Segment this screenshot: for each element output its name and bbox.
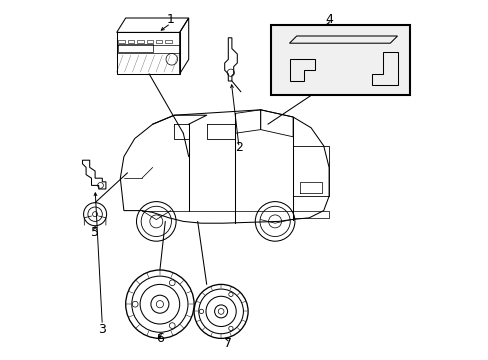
Bar bbox=[156, 40, 162, 43]
Circle shape bbox=[132, 301, 138, 307]
Circle shape bbox=[169, 323, 175, 328]
Text: 7: 7 bbox=[224, 337, 232, 350]
Circle shape bbox=[228, 292, 233, 297]
Bar bbox=[137, 40, 143, 43]
Circle shape bbox=[199, 309, 203, 314]
Circle shape bbox=[169, 280, 175, 286]
Bar bbox=[118, 40, 125, 43]
Text: 4: 4 bbox=[325, 13, 332, 26]
Bar bbox=[118, 44, 153, 52]
Text: 5: 5 bbox=[91, 226, 99, 239]
Bar bbox=[127, 40, 134, 43]
Text: 3: 3 bbox=[98, 323, 106, 336]
Circle shape bbox=[228, 326, 233, 330]
Bar bbox=[117, 32, 179, 74]
Bar bbox=[271, 25, 409, 95]
Text: 6: 6 bbox=[156, 332, 163, 345]
Bar bbox=[146, 40, 153, 43]
Text: 1: 1 bbox=[166, 13, 174, 26]
Text: 2: 2 bbox=[235, 141, 243, 154]
Bar bbox=[165, 40, 171, 43]
